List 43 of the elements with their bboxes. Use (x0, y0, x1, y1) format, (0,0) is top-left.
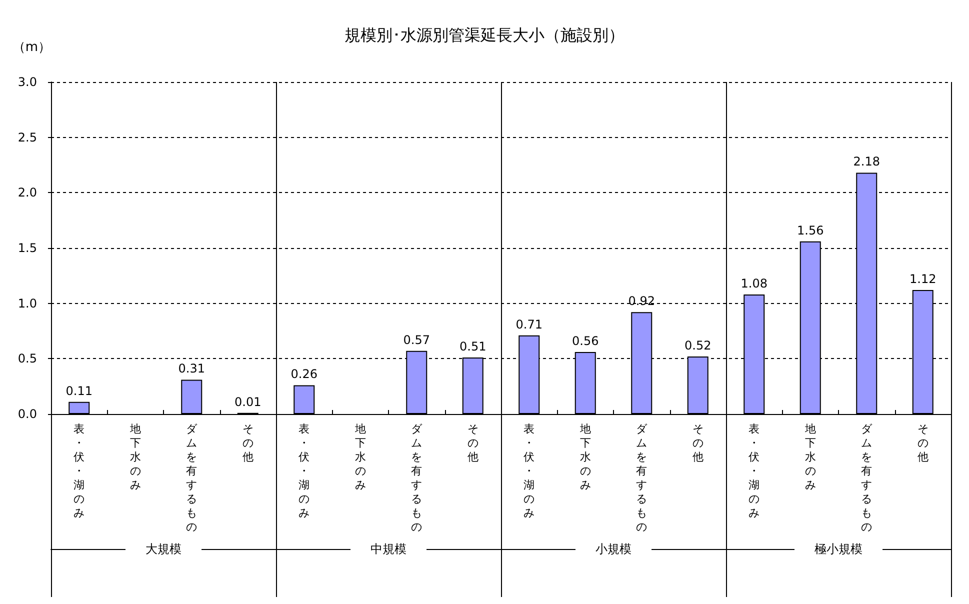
y-tick-label: 2.5 (18, 130, 37, 144)
y-axis-title: （m） (12, 40, 51, 55)
y-tick-label: 1.5 (18, 241, 37, 255)
x-tick-label: ダムを有するもの (861, 422, 874, 534)
text: 極小規模 (814, 542, 862, 556)
data-label: 1.56 (797, 223, 824, 238)
x-tick-label: 地下水のみ (354, 422, 366, 492)
x-tick-label: ダムを有するもの (186, 422, 198, 534)
x-tick-label: 地下水のみ (578, 422, 591, 492)
data-label: 0.31 (178, 362, 205, 376)
data-label: 0.01 (234, 394, 262, 409)
y-tick-label: 0.5 (18, 352, 37, 366)
x-tick-label: 表・伏・湖のみ (524, 422, 535, 520)
data-label: 0.57 (403, 332, 430, 347)
x-tick-label: その他 (917, 422, 928, 464)
data-label: 0.56 (572, 334, 599, 348)
x-tick-label: 表・伏・湖のみ (298, 422, 310, 520)
data-label: 2.18 (853, 154, 880, 169)
text: 小規模 (596, 542, 632, 556)
x-tick-label: 表・伏・湖のみ (74, 422, 85, 520)
x-tick-label: 地下水のみ (128, 422, 141, 492)
x-tick-label: その他 (242, 422, 254, 464)
data-label: 0.26 (290, 367, 318, 382)
data-label: 0.52 (684, 338, 712, 352)
text: 中規模 (370, 542, 406, 556)
x-tick-label: 地下水のみ (804, 422, 816, 492)
x-tick-label: その他 (692, 422, 704, 464)
data-label: 0.51 (460, 340, 486, 354)
data-label: 0.11 (66, 384, 92, 398)
data-label: 0.92 (628, 294, 655, 308)
x-tick-label: ダムを有するもの (411, 422, 424, 534)
data-label: 1.08 (740, 276, 768, 290)
y-tick-label: 3.0 (18, 75, 37, 89)
y-tick-label: 1.0 (18, 296, 37, 310)
chart-title: 規模別･水源別管渠延長大小（施設別） (344, 26, 624, 44)
x-tick-label: 表・伏・湖のみ (748, 422, 760, 520)
text: 大規模 (146, 542, 182, 556)
x-tick-label: その他 (467, 422, 478, 464)
data-label: 1.12 (910, 272, 936, 286)
x-tick-label: ダムを有するもの (636, 422, 648, 534)
y-tick-label: 2.0 (18, 186, 37, 200)
data-label: 0.71 (516, 317, 542, 332)
y-tick-label: 0.0 (18, 407, 37, 421)
